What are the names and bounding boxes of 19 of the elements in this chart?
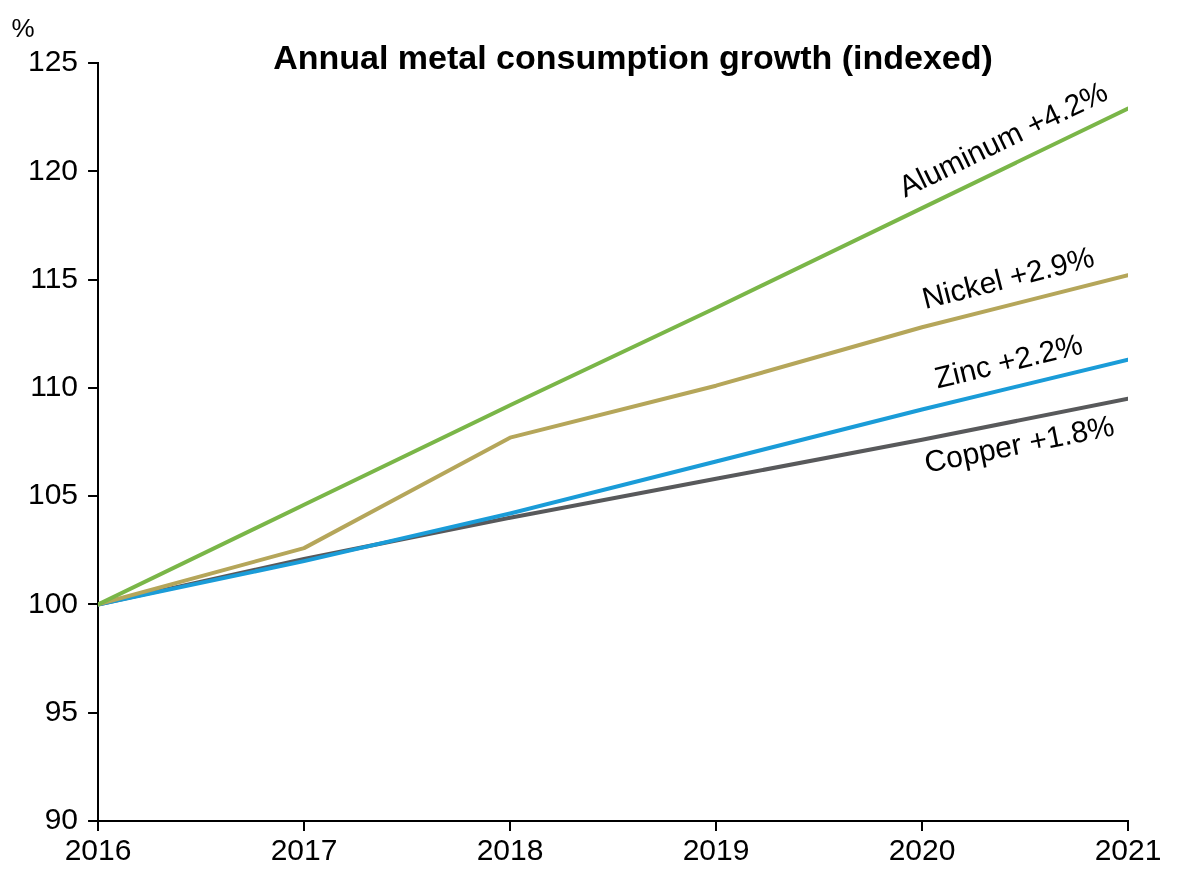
y-tick-label: 115 [30, 260, 79, 294]
y-tick-label: 110 [30, 369, 79, 403]
x-tick-label: 2021 [1094, 833, 1162, 867]
y-axis-title: % [11, 13, 35, 44]
y-tick-label: 120 [27, 152, 79, 186]
y-tick-label: 95 [44, 693, 79, 727]
x-tick-label: 2018 [476, 833, 544, 867]
x-tick-label: 2017 [270, 833, 338, 867]
text: Nickel +2.9% [918, 239, 1098, 315]
y-tick-label: 105 [27, 477, 79, 511]
x-tick-label: 2016 [64, 833, 132, 867]
y-tick-label: 125 [27, 44, 79, 78]
text: Zinc +2.2% [931, 326, 1086, 395]
y-tick-label: 100 [27, 585, 79, 619]
text: Copper +1.8% [921, 408, 1117, 479]
x-tick-label: 2020 [888, 833, 956, 867]
chart-title: Annual metal consumption growth (indexed) [273, 38, 993, 77]
x-tick-label: 2019 [682, 833, 750, 867]
y-tick-label: 90 [44, 802, 79, 836]
